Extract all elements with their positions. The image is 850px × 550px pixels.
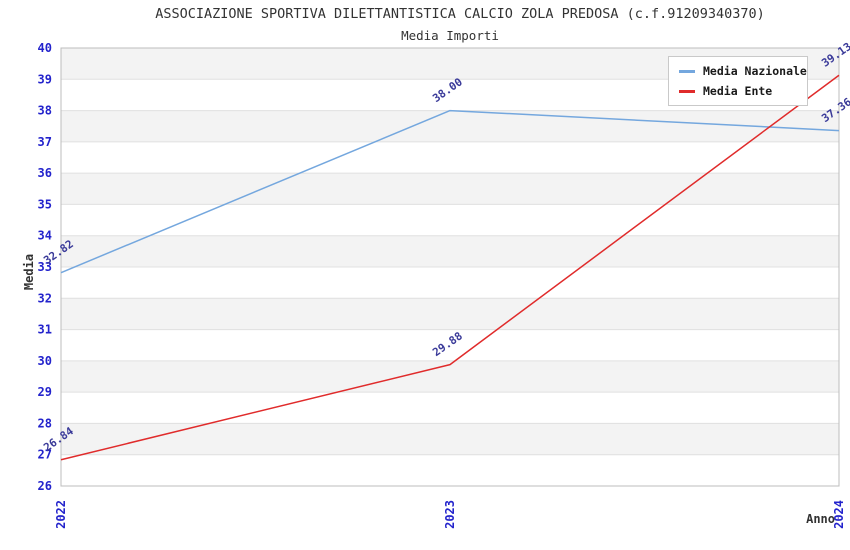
y-tick-label: 38 (38, 104, 52, 118)
y-tick-label: 35 (38, 197, 52, 211)
y-tick-label: 26 (38, 479, 52, 493)
value-label: 29.88 (430, 329, 465, 359)
legend-item: Media Nazionale (679, 64, 807, 78)
plot-frame (60, 47, 840, 487)
value-label: 38.00 (430, 75, 465, 105)
y-tick-label: 33 (38, 260, 52, 274)
legend: Media Nazionale Media Ente (668, 56, 808, 106)
chart-title: ASSOCIAZIONE SPORTIVA DILETTANTISTICA CA… (155, 6, 765, 22)
legend-swatch (679, 89, 695, 93)
y-tick-label: 36 (38, 166, 52, 180)
y-tick-label: 37 (38, 135, 52, 149)
band-row (61, 298, 839, 330)
y-tick-label: 30 (38, 354, 52, 368)
series-line (60, 74, 840, 461)
chart-subtitle: Media Importi (401, 28, 499, 43)
y-tick-label: 40 (38, 41, 52, 55)
y-tick-label: 34 (38, 229, 52, 243)
y-axis-title: Media (22, 253, 36, 291)
legend-label: Media Nazionale (703, 64, 807, 78)
band-row (61, 173, 839, 205)
y-tick-label: 27 (38, 448, 52, 462)
x-tick-label: 2024 (832, 500, 846, 529)
x-tick-label: 2023 (443, 500, 457, 529)
y-tick-label: 32 (38, 291, 52, 305)
legend-label: Media Ente (703, 84, 773, 98)
band-row (61, 235, 839, 267)
x-tick-label: 2022 (54, 500, 68, 529)
y-tick-label: 29 (38, 385, 52, 399)
legend-swatch (679, 69, 695, 73)
band-row (61, 110, 839, 142)
series-line (60, 109, 840, 274)
x-axis-title: Anno (806, 512, 835, 526)
y-tick-label: 28 (38, 416, 52, 430)
y-tick-label: 31 (38, 323, 52, 337)
y-tick-label: 39 (38, 72, 52, 86)
legend-item: Media Ente (679, 84, 803, 98)
band-row (61, 360, 839, 393)
band-row (61, 423, 839, 455)
